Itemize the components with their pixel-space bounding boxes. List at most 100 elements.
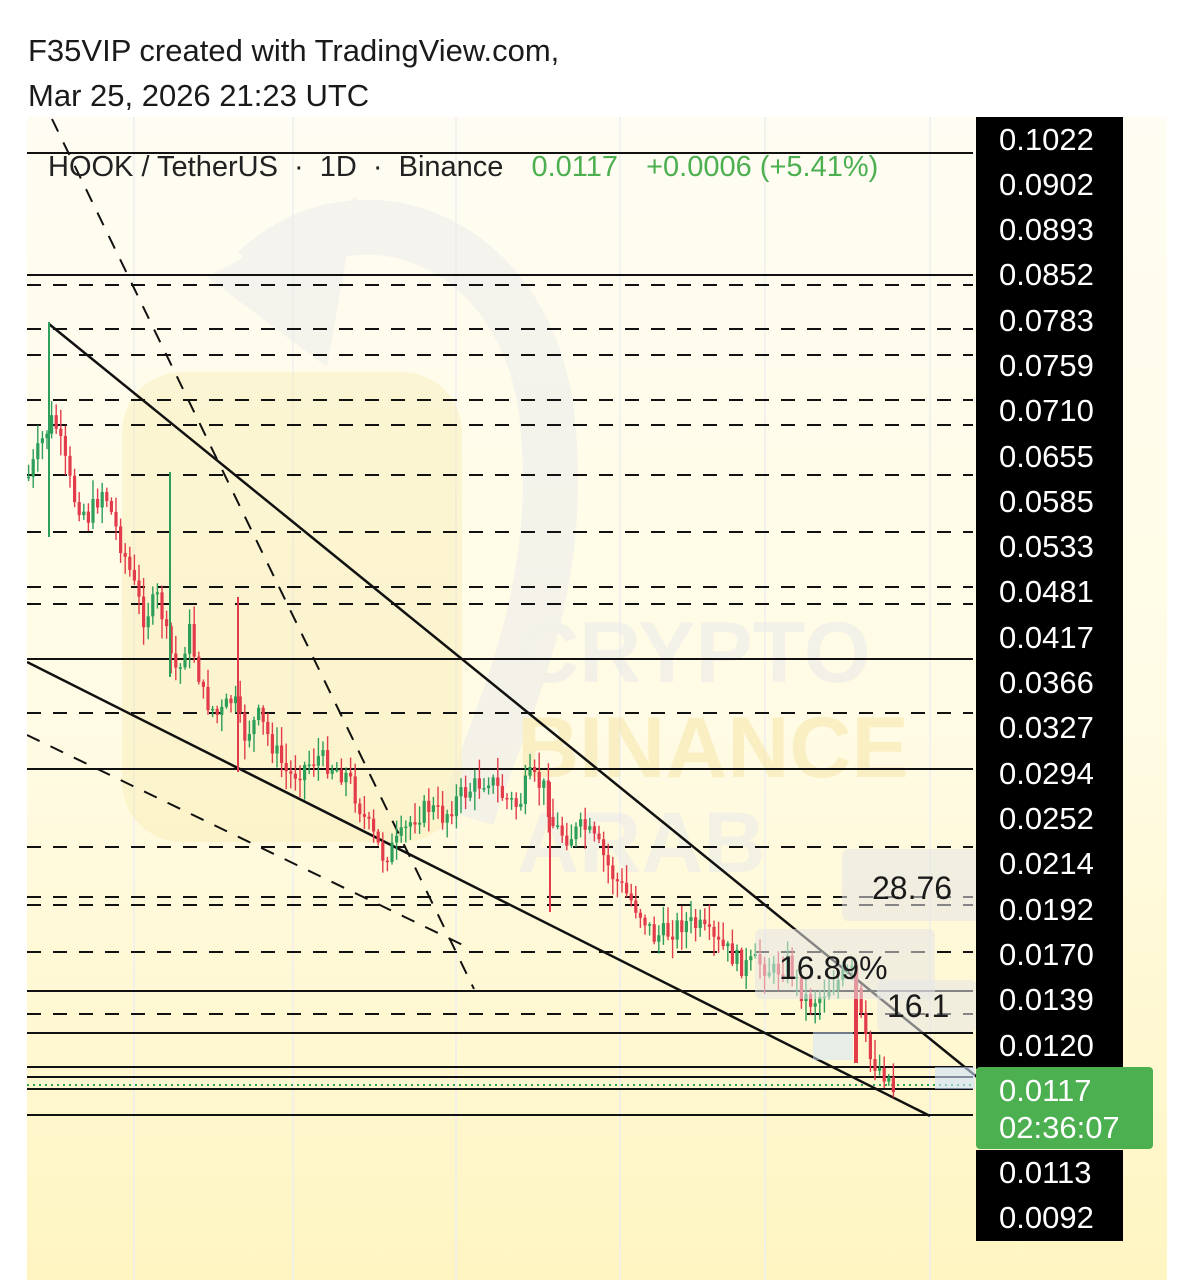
axis-tick-label: 0.0113: [999, 1155, 1092, 1190]
candle-body: [326, 750, 330, 774]
watermark-line1: CRYPTO: [517, 605, 871, 701]
axis-label-bg: [976, 1023, 1123, 1069]
candle-body: [450, 814, 454, 817]
candle-body: [155, 592, 159, 595]
axis-label-bg: [976, 977, 1123, 1023]
candle-body: [611, 865, 615, 880]
candle-body: [54, 415, 58, 429]
candle-body: [454, 796, 458, 817]
candle-body: [160, 592, 164, 620]
candle-body: [707, 924, 711, 927]
price-axis[interactable]: 0.1022 0.0902 0.0893 0.0852 0.0783 0.0759 0.07…: [976, 117, 1153, 1241]
current-price-label: 0.0117: [999, 1073, 1092, 1108]
steep-dashed-trendline[interactable]: [51, 118, 475, 990]
candle-body: [27, 476, 31, 479]
axis-tick-label: 0.0759: [999, 348, 1094, 383]
candle-body: [215, 708, 219, 715]
axis-tick-label: 0.0170: [999, 937, 1094, 972]
candle-body: [50, 415, 54, 434]
candle-body: [270, 734, 274, 754]
candle-body: [335, 769, 339, 772]
axis-label-bg: [976, 479, 1123, 525]
candle-body: [105, 492, 109, 502]
axis-label-bg: [976, 252, 1123, 298]
candle-body: [224, 698, 228, 707]
candle-body: [321, 750, 325, 756]
candle-body: [887, 1077, 891, 1082]
candle-body: [684, 921, 688, 933]
candle-body: [523, 775, 527, 804]
candle-body: [174, 653, 178, 668]
candle-body: [717, 936, 721, 940]
axis-tick-label: 0.0481: [999, 574, 1094, 609]
chart-area[interactable]: CRYPTO BINANCE ARAB 28.76 16.89% 16.1: [27, 117, 1167, 1280]
axis-tick-label: 0.0533: [999, 529, 1094, 564]
header-date-line: Mar 25, 2026 21:23 UTC: [28, 78, 370, 113]
candle-body: [413, 822, 417, 825]
symbol-sep-1: ·: [294, 151, 304, 183]
candle-body: [395, 835, 399, 843]
candle-body: [349, 772, 353, 777]
candle-body: [652, 924, 656, 942]
axis-tick-label: 0.0902: [999, 167, 1094, 202]
candle-body: [606, 855, 610, 866]
axis-tick-label: 0.0417: [999, 620, 1094, 655]
candle-body: [109, 501, 113, 512]
header-author-line: F35VIP created with TradingView.com,: [28, 33, 560, 68]
candle-body: [183, 653, 187, 668]
candle-body: [372, 818, 376, 832]
candle-body: [192, 624, 196, 657]
candle-body: [569, 839, 573, 846]
axis-label-bg: [976, 660, 1123, 706]
candle-body: [514, 798, 518, 807]
candle-body: [86, 511, 90, 523]
candle-body: [661, 923, 665, 936]
candle-body: [165, 619, 169, 627]
candle-body: [528, 767, 532, 776]
candle-body: [468, 791, 472, 798]
candle-body: [303, 765, 307, 781]
candle-body: [142, 596, 146, 628]
candle-body: [638, 912, 642, 918]
candle-body: [399, 827, 403, 836]
dashed-trendline[interactable]: [27, 734, 468, 948]
candle-body: [854, 975, 858, 1063]
candle-body: [206, 686, 210, 711]
candle-body: [252, 720, 256, 735]
candle-body: [362, 814, 366, 817]
candle-body: [551, 817, 555, 827]
axis-label-bg: [976, 388, 1123, 434]
candle-body: [818, 997, 822, 1004]
candle-body: [367, 816, 371, 819]
candle-body: [496, 777, 500, 786]
candle-body: [588, 826, 592, 830]
candle-body: [519, 803, 523, 807]
candle-body: [100, 492, 104, 508]
candle-body: [813, 1003, 817, 1007]
candle-body: [533, 767, 537, 772]
price-chart-svg[interactable]: CRYPTO BINANCE ARAB 28.76 16.89% 16.1: [27, 117, 1167, 1280]
pct-box-a: [842, 849, 982, 921]
candle-body: [422, 800, 426, 823]
candle-body: [574, 826, 578, 840]
axis-tick-label: 0.0214: [999, 846, 1094, 881]
candle-body: [220, 706, 224, 715]
lower-trendline[interactable]: [27, 660, 931, 1118]
candle-body: [546, 780, 550, 818]
candle-body: [749, 956, 753, 961]
candle-body: [178, 667, 182, 669]
axis-label-bg: [976, 162, 1123, 208]
candle-body: [31, 459, 35, 477]
candle-body: [730, 943, 734, 964]
axis-label-bg: [976, 569, 1123, 615]
symbol-bar: HOOK / TetherUS · 1D · Binance 0.0117 +0…: [48, 151, 878, 183]
axis-label-bg: [976, 524, 1123, 570]
axis-tick-label: 0.1022: [999, 122, 1094, 157]
axis-tick-label: 0.0139: [999, 982, 1094, 1017]
axis-label-bg: [976, 796, 1123, 842]
candle-body: [721, 939, 725, 947]
candle-body: [505, 797, 509, 800]
pct-label-c: 16.1: [887, 988, 949, 1024]
candle-body: [68, 455, 72, 476]
candle-body: [316, 755, 320, 766]
